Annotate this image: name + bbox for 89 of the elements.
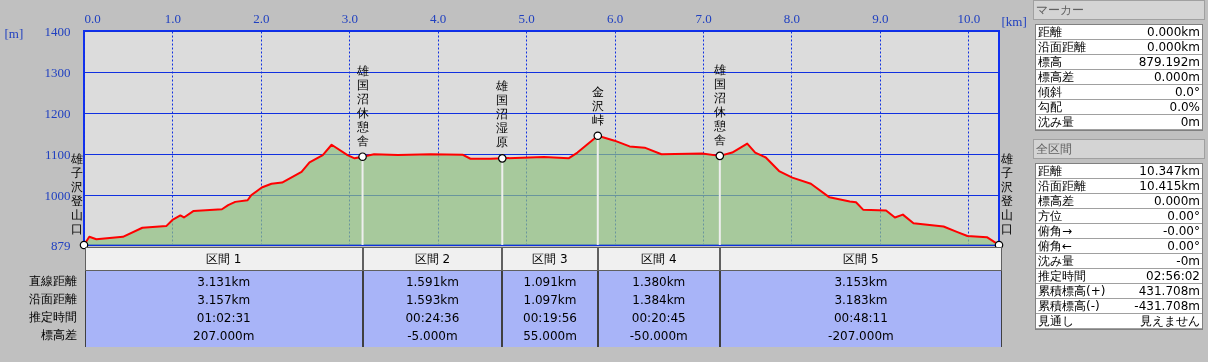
text: 区間 4 — [597, 247, 720, 271]
text: 0.000m — [1153, 70, 1200, 84]
text: 01:02:31 — [195, 310, 252, 327]
y-tick-label: 1200 — [44, 105, 71, 121]
text: 沿面距離 — [28, 291, 77, 308]
text: 0.00° — [1167, 209, 1200, 223]
text: 見えません — [1140, 314, 1200, 328]
text: 1.380km — [631, 274, 687, 291]
text: 431.708m — [1138, 284, 1200, 298]
text: 全区間 — [1033, 139, 1205, 159]
text: 0.0° — [1174, 85, 1200, 99]
text: 標高差 — [1038, 70, 1074, 84]
text: -0m — [1176, 254, 1200, 268]
y-axis-title: [m] — [4, 25, 24, 41]
x-tick-label: 3.0 — [341, 10, 358, 26]
annotation: 雄子沢登山口 — [70, 152, 83, 236]
x-tick-label: 9.0 — [872, 10, 889, 26]
text: 沈み量 — [1038, 115, 1074, 129]
text: 879.192m — [1138, 55, 1200, 69]
text: 沈み量 — [1038, 254, 1074, 268]
ref-line-label: 金沢峠 — [591, 84, 604, 127]
text: 区間 3 — [502, 247, 598, 271]
text: 沿面距離 — [1038, 40, 1086, 54]
y-tick-label: 1300 — [44, 64, 71, 80]
text: マーカー — [1033, 0, 1205, 20]
text: 区間 2 — [362, 247, 503, 271]
text: 10.347km — [1139, 164, 1200, 178]
text: 傾斜 — [1038, 85, 1062, 99]
text: 0.0% — [1169, 100, 1200, 114]
x-tick-label: 1.0 — [164, 10, 182, 26]
x-tick-label: 0.0 — [84, 10, 101, 26]
text: 0.000km — [1147, 25, 1200, 39]
x-tick-label: 10.0 — [957, 10, 981, 26]
y-tick-label: 879 — [51, 237, 71, 253]
text: -0.00° — [1162, 224, 1200, 238]
y-tick-label: 1400 — [44, 23, 71, 39]
text: 02:56:02 — [1146, 269, 1200, 283]
text: 累積標高(+) — [1038, 284, 1106, 298]
text: 10.415km — [1139, 179, 1200, 193]
x-tick-label: 8.0 — [783, 10, 801, 26]
text: 距離 — [1038, 25, 1062, 39]
text: -207.000m — [827, 328, 895, 345]
text: 1.593km — [404, 292, 460, 309]
x-tick-label: 5.0 — [518, 10, 535, 26]
text: 00:20:45 — [630, 310, 687, 327]
text: 00:24:36 — [404, 310, 461, 327]
text: 1.091km — [522, 274, 578, 291]
text: -431.708m — [1134, 299, 1200, 313]
x-tick-label: 2.0 — [253, 10, 270, 26]
text: 0.00° — [1167, 239, 1200, 253]
text: 3.157km — [196, 292, 252, 309]
text: 0.000m — [1153, 194, 1200, 208]
y-tick-label: 1000 — [44, 187, 71, 203]
y-tick-label: 1100 — [44, 146, 71, 162]
text: 累積標高(-) — [1038, 299, 1100, 313]
x-tick-label: 6.0 — [606, 10, 624, 26]
text: 標高差 — [40, 327, 77, 344]
text: 0.000km — [1147, 40, 1200, 54]
x-tick-label: 4.0 — [430, 10, 447, 26]
text: 俯角→ — [1038, 224, 1073, 238]
text: 55.000m — [522, 328, 578, 345]
text: 勾配 — [1038, 100, 1062, 114]
text: 区間 1 — [85, 247, 363, 271]
annotation: 雄子沢登山口 — [1000, 152, 1013, 236]
text: 俯角← — [1038, 239, 1073, 253]
text: 00:19:56 — [522, 310, 578, 327]
text: 距離 — [1038, 164, 1062, 178]
text: 207.000m — [192, 328, 256, 345]
x-tick-label: 7.0 — [695, 10, 712, 26]
text: 標高 — [1038, 55, 1062, 69]
text: 推定時間 — [1038, 269, 1086, 283]
text: 推定時間 — [28, 309, 77, 326]
text: 3.183km — [833, 292, 889, 309]
text: 区間 5 — [719, 247, 1002, 271]
x-axis-title: [km] — [1001, 13, 1027, 29]
text: 00:48:11 — [832, 310, 889, 327]
text: 見通し — [1038, 314, 1074, 328]
text: 3.153km — [833, 274, 889, 291]
text: -50.000m — [628, 328, 689, 345]
text: 直線距離 — [28, 273, 77, 290]
text: 3.131km — [196, 274, 252, 291]
text: 方位 — [1038, 209, 1062, 223]
text: 1.591km — [404, 274, 460, 291]
text: -5.000m — [406, 328, 459, 345]
text: 1.384km — [631, 292, 687, 309]
text: 0m — [1180, 115, 1200, 129]
text: 1.097km — [522, 292, 578, 309]
text: 沿面距離 — [1038, 179, 1086, 193]
text: 標高差 — [1038, 194, 1074, 208]
